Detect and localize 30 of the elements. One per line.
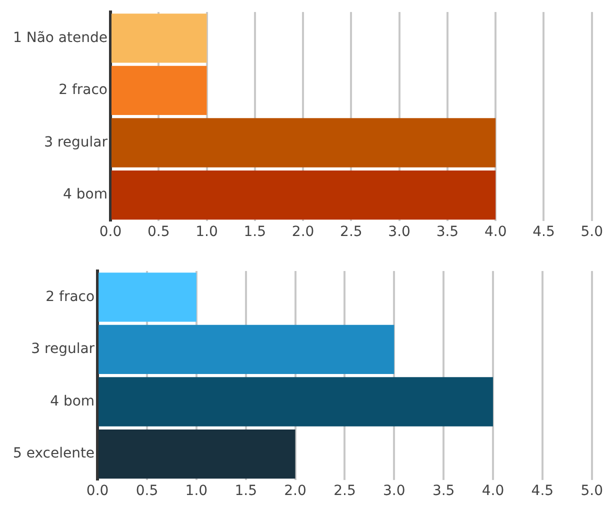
x-tick-label: 0.0 [86, 483, 109, 500]
x-tick-label: 2.5 [340, 224, 362, 240]
y-tick-label: 3 regular [31, 341, 95, 358]
y-tick-label: 5 excelente [12, 446, 95, 462]
x-tick-label: 1.5 [244, 224, 266, 240]
x-tick-label: 4.0 [482, 483, 504, 500]
y-tick-label: 1 Não atende [12, 30, 108, 46]
x-tick-label: 1.5 [234, 483, 257, 500]
y-tick-label: 4 bom [50, 393, 95, 410]
y-tick-label: 3 regular [44, 134, 108, 150]
x-tick-label: 3.5 [436, 224, 459, 240]
x-tick-label: 3.0 [383, 483, 406, 500]
x-tick-label: 3.5 [432, 483, 455, 500]
x-tick-label: 4.0 [484, 224, 507, 240]
y-tick-label: 4 bom [63, 186, 108, 203]
x-tick-label: 2.5 [334, 483, 356, 500]
x-tick-label: 0.5 [147, 224, 170, 240]
x-tick-label: 4.5 [532, 224, 555, 240]
x-tick-label: 2.0 [284, 483, 306, 500]
x-tick-label: 5.0 [580, 224, 603, 240]
x-tick-label: 0.5 [136, 483, 158, 500]
x-tick-label: 5.0 [580, 483, 603, 500]
y-tick-label: 2 fraco [46, 288, 95, 305]
x-tick-label: 1.0 [196, 224, 218, 240]
x-tick-label: 1.0 [185, 483, 208, 500]
x-tick-label: 4.5 [531, 483, 554, 500]
x-tick-label: 2.0 [292, 224, 314, 240]
x-tick-label: 3.0 [388, 224, 410, 240]
x-tick-label: 0.0 [99, 224, 122, 240]
y-tick-label: 2 fraco [58, 82, 108, 98]
